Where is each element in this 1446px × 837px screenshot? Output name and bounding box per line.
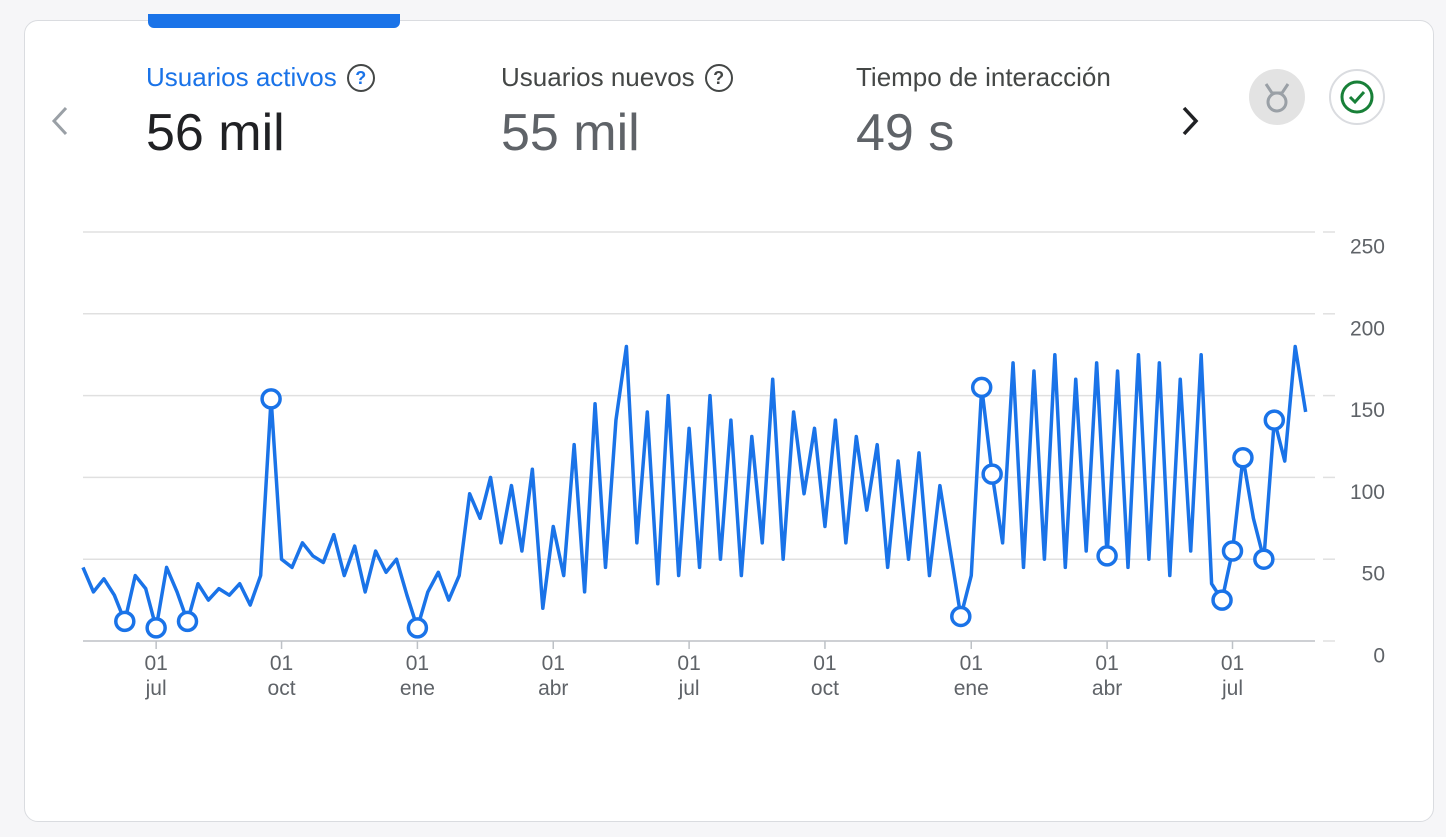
anomaly-marker <box>1232 447 1254 469</box>
anomaly-marker <box>406 617 429 639</box>
metric-value: 56 mil <box>146 104 285 162</box>
anomaly-marker <box>950 605 972 628</box>
x-tick-label: 01 oct <box>267 652 296 700</box>
y-tick-label: 50 <box>1362 563 1385 586</box>
x-tick-label: 01 ene <box>399 652 435 700</box>
anomaly-marker <box>260 388 282 410</box>
anomaly-marker <box>1263 409 1286 431</box>
anomaly-marker <box>981 463 1003 485</box>
x-tick-label: 01 jul <box>1220 652 1245 700</box>
anomaly-marker <box>145 617 167 639</box>
metric-tab[interactable]: Usuarios activos? 56 mil <box>146 62 375 163</box>
help-icon[interactable]: ? <box>704 64 733 92</box>
metric-label: Tiempo de interacción <box>856 62 1111 92</box>
help-icon[interactable]: ? <box>346 64 375 92</box>
metric-value: 55 mil <box>501 104 640 162</box>
metric-tab[interactable]: Tiempo de interacción 49 s <box>856 62 1154 163</box>
status-icon[interactable] <box>1329 69 1385 125</box>
active-tab-indicator <box>148 14 400 28</box>
x-tick-label: 01 abr <box>538 652 569 700</box>
x-tick-label: 01 jul <box>677 652 701 700</box>
metric-label: Usuarios activos <box>146 62 337 92</box>
y-tick-label: 100 <box>1350 481 1385 504</box>
anomaly-marker <box>1221 540 1244 562</box>
y-tick-label: 0 <box>1373 645 1385 668</box>
anomaly-marker <box>114 610 136 633</box>
y-tick-label: 250 <box>1350 236 1385 259</box>
next-arrow[interactable] <box>1182 106 1199 136</box>
anomaly-marker <box>1211 589 1233 611</box>
prev-arrow[interactable] <box>51 106 68 136</box>
x-tick-label: 01 abr <box>1091 652 1123 700</box>
x-tick-label: 01 ene <box>953 652 989 700</box>
anomaly-marker <box>970 376 993 399</box>
anomaly-marker <box>1096 545 1118 567</box>
anomaly-marker <box>1253 548 1275 570</box>
x-tick-label: 01 jul <box>144 652 168 700</box>
y-tick-label: 200 <box>1350 317 1385 340</box>
y-tick-label: 150 <box>1350 399 1385 422</box>
line <box>81 344 1308 630</box>
badge-icon[interactable] <box>1249 69 1305 125</box>
metric-label: Usuarios nuevos <box>501 62 695 92</box>
metric-value: 49 s <box>856 104 955 162</box>
anomaly-marker <box>176 610 199 633</box>
x-tick-label: 01 oct <box>810 652 839 700</box>
metric-tab[interactable]: Usuarios nuevos? 55 mil <box>501 62 733 163</box>
